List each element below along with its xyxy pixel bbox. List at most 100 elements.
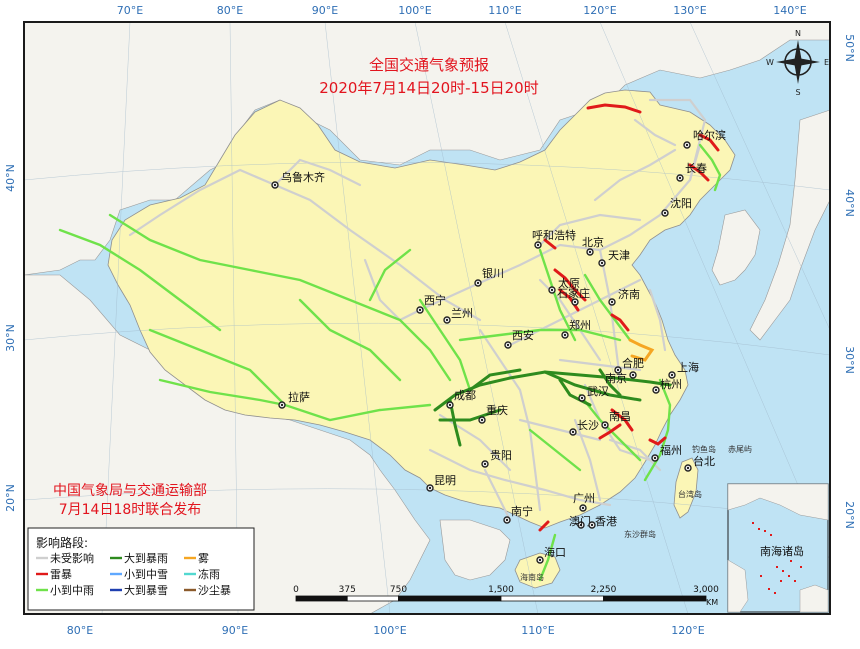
scale-segment bbox=[500, 595, 604, 602]
city-label: 武汉 bbox=[587, 385, 609, 398]
city-label: 成都 bbox=[454, 389, 476, 402]
city-label: 上海 bbox=[677, 360, 699, 374]
city-28: 昆明 bbox=[426, 474, 456, 492]
city-label: 郑州 bbox=[569, 318, 591, 332]
city-label: 南京 bbox=[605, 371, 627, 385]
city-13: 郑州 bbox=[561, 318, 591, 339]
city-marker-center bbox=[610, 300, 614, 304]
city-9: 济南 bbox=[608, 287, 640, 306]
south-sea-inset: 南海诸岛 bbox=[727, 483, 829, 613]
city-marker-center bbox=[579, 523, 583, 527]
city-3: 乌鲁木齐 bbox=[271, 170, 325, 189]
city-label: 长沙 bbox=[577, 419, 599, 432]
city-7: 太原 bbox=[548, 277, 580, 294]
scale-tick-label: 2,250 bbox=[591, 585, 617, 595]
city-19: 武汉 bbox=[578, 385, 609, 402]
city-label: 北京 bbox=[582, 235, 604, 249]
legend-label: 雷暴 bbox=[50, 568, 72, 581]
top-axis-label: 80°E bbox=[217, 4, 243, 17]
roads-thunderstorm bbox=[538, 103, 720, 532]
bottom-axis-label: 120°E bbox=[671, 624, 704, 637]
legend-label: 冻雨 bbox=[198, 567, 220, 581]
city-marker-center bbox=[631, 373, 635, 377]
city-5: 北京 bbox=[582, 235, 604, 256]
bottom-axis: 80°E 90°E 100°E 110°E 120°E bbox=[67, 624, 705, 637]
legend-label: 小到中雨 bbox=[50, 584, 94, 597]
city-2: 沈阳 bbox=[661, 196, 692, 217]
city-20: 成都 bbox=[446, 389, 476, 409]
city-marker-center bbox=[573, 300, 577, 304]
city-marker-center bbox=[476, 281, 480, 285]
label-diaoyu: 钓鱼岛 bbox=[692, 444, 716, 454]
city-6: 天津 bbox=[598, 249, 630, 267]
city-label: 乌鲁木齐 bbox=[281, 170, 325, 184]
city-marker-center bbox=[603, 423, 607, 427]
legend-item-7: 大到暴雪 bbox=[110, 583, 168, 597]
city-14: 西安 bbox=[504, 328, 534, 349]
scale-segment bbox=[603, 595, 707, 602]
city-label: 长春 bbox=[685, 162, 707, 175]
city-label: 广州 bbox=[573, 492, 595, 505]
city-label: 贵阳 bbox=[490, 449, 512, 462]
left-axis-label: 30°N bbox=[4, 324, 17, 352]
city-label: 沈阳 bbox=[670, 196, 692, 210]
bottom-axis-label: 80°E bbox=[67, 624, 93, 637]
scale-segment bbox=[346, 595, 399, 602]
legend-item-6: 小到中雨 bbox=[36, 584, 94, 597]
city-marker-center bbox=[571, 430, 575, 434]
hainan-island bbox=[514, 552, 561, 589]
city-32: 香港 bbox=[588, 515, 617, 529]
top-axis-label: 100°E bbox=[398, 4, 431, 17]
city-label: 合肥 bbox=[622, 356, 644, 370]
right-axis-label: 50°N bbox=[843, 34, 856, 62]
legend-item-0: 未受影响 bbox=[36, 552, 94, 565]
city-label: 福州 bbox=[660, 443, 682, 457]
city-24: 南昌 bbox=[601, 410, 631, 429]
top-axis-label: 90°E bbox=[312, 4, 338, 17]
city-label: 西安 bbox=[512, 328, 534, 342]
city-marker-center bbox=[670, 373, 674, 377]
city-marker-center bbox=[480, 418, 484, 422]
city-label: 拉萨 bbox=[288, 390, 310, 404]
city-marker-center bbox=[616, 368, 620, 372]
compass-e: E bbox=[824, 58, 829, 67]
city-12: 兰州 bbox=[443, 307, 473, 324]
bottom-axis-label: 110°E bbox=[521, 624, 554, 637]
city-16: 南京 bbox=[605, 371, 637, 385]
city-marker-center bbox=[505, 518, 509, 522]
city-label: 银川 bbox=[482, 266, 504, 280]
city-marker-center bbox=[588, 250, 592, 254]
city-label: 太原 bbox=[558, 277, 580, 290]
taiwan-island bbox=[673, 457, 699, 519]
legend-item-2: 雾 bbox=[184, 552, 209, 565]
legend-item-3: 雷暴 bbox=[36, 568, 72, 581]
scale-tick-label: 0 bbox=[293, 585, 299, 595]
city-marker-center bbox=[273, 183, 277, 187]
bottom-axis-label: 90°E bbox=[222, 624, 248, 637]
city-26: 台北 bbox=[684, 454, 715, 472]
city-31: 澳门 bbox=[569, 514, 591, 529]
city-10: 银川 bbox=[474, 266, 504, 287]
legend-item-4: 小到中雪 bbox=[110, 568, 168, 581]
city-15: 合肥 bbox=[614, 356, 644, 374]
city-label: 重庆 bbox=[486, 403, 508, 417]
scale-bar: 0 375 750 1,500 2,250 3,000 KM bbox=[293, 585, 719, 607]
top-axis-label: 120°E bbox=[583, 4, 616, 17]
city-8: 石家庄 bbox=[557, 286, 590, 306]
city-marker-center bbox=[563, 333, 567, 337]
top-axis-label: 130°E bbox=[673, 4, 706, 17]
city-30: 广州 bbox=[573, 492, 595, 512]
right-axis: 50°N 40°N 30°N 20°N bbox=[843, 34, 856, 529]
city-marker-center bbox=[600, 261, 604, 265]
left-axis: 40°N 30°N 20°N bbox=[4, 164, 17, 512]
city-label: 呼和浩特 bbox=[532, 228, 576, 242]
city-label: 哈尔滨 bbox=[693, 128, 726, 142]
city-label: 天津 bbox=[608, 249, 630, 262]
city-marker-center bbox=[590, 523, 594, 527]
city-27: 贵阳 bbox=[481, 449, 512, 468]
city-label: 香港 bbox=[595, 515, 617, 528]
legend-label: 大到暴雪 bbox=[124, 583, 168, 597]
